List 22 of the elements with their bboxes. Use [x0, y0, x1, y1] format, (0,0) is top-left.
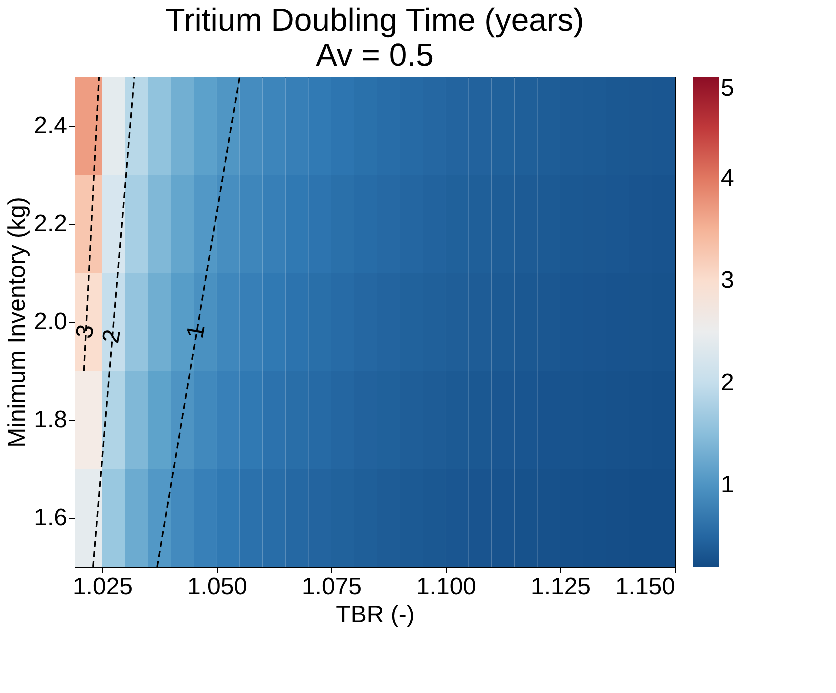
annotation: 3 — [71, 322, 100, 341]
chart-subtitle: Av = 0.5 — [316, 37, 434, 73]
x-tick-label: 1.125 — [530, 574, 592, 600]
x-tick-label: 1.100 — [416, 574, 477, 600]
y-tick-label: 2.0 — [34, 308, 68, 336]
x-tick-label: 1.075 — [302, 574, 362, 600]
color-bar-label: 2 — [721, 369, 734, 396]
x-tick-label: 1.025 — [72, 574, 134, 600]
x-axis-title: TBR (-) — [336, 602, 415, 628]
color-bar-label: 1 — [721, 471, 734, 498]
chart-title: Tritium Doubling Time (years) — [166, 2, 584, 38]
y-tick-label: 2.4 — [34, 112, 68, 140]
y-tick-label: 2.2 — [34, 210, 68, 238]
color-bar-label: 5 — [721, 75, 734, 102]
annotation: 1 — [182, 322, 211, 341]
y-tick-label: 1.6 — [34, 504, 68, 532]
x-tick-label: 1.050 — [187, 574, 248, 600]
y-axis-title: Minimum Inventory (kg) — [4, 197, 32, 448]
color-bar-label: 3 — [721, 267, 734, 294]
x-tick-label: 1.150 — [615, 574, 676, 600]
y-tick-label: 1.8 — [34, 406, 68, 434]
color-bar-label: 4 — [721, 165, 734, 192]
